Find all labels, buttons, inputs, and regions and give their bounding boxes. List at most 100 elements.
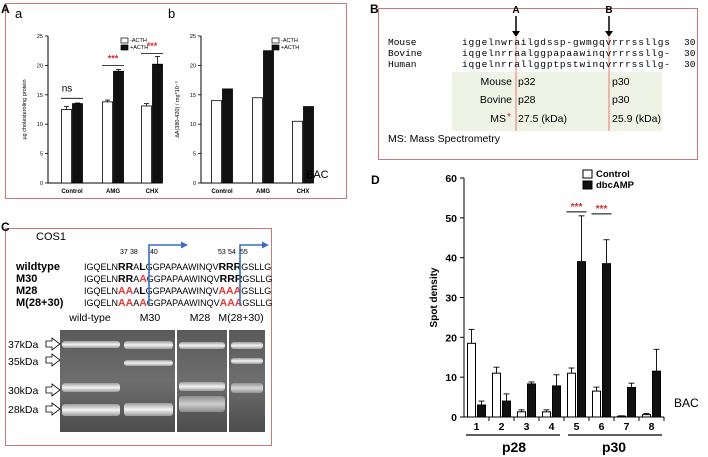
species-mouse: Mouse	[388, 37, 417, 48]
count-mouse: 30	[684, 37, 696, 48]
annotation-sig-amg: ***	[108, 53, 119, 63]
panel-a-chart1-category-label: CHX	[146, 189, 159, 195]
panel-a-chart2-legend-label: -ACTH	[281, 38, 298, 44]
panel-a-chart1-ytick-label: 20	[37, 63, 43, 69]
marker-35kda: 35kDa	[8, 356, 39, 368]
panel-d-ytick-label: 20	[445, 332, 457, 344]
seq-pre: IGQELN	[84, 274, 118, 284]
table-ms-left: 27.5 (kDa)	[518, 113, 567, 125]
pos-54: 54	[228, 249, 236, 256]
marker-28kda: 28kDa	[8, 404, 39, 416]
panel-b-letter: B	[370, 2, 379, 16]
table-ms-star: *	[507, 112, 511, 123]
panel-a-chart2-bar-plus-acth	[303, 106, 314, 184]
seq-pre: IGQELN	[84, 286, 118, 296]
panel-d-category-label: 7	[624, 421, 630, 433]
sequence-rows: wildtype IGQELNRRALGGPAPAAWINQVRRRGSLLGM3…	[15, 261, 272, 309]
panel-d-bar-control	[542, 411, 551, 418]
panel-a-chart1-sublabel: a	[15, 6, 23, 21]
panel-d-bar-dbcamp	[502, 400, 511, 418]
pos-55: 55	[240, 249, 248, 256]
mutant-sequence: IGQELNRRAAGGPAPAAWINQVRRRGSLLG	[84, 273, 272, 285]
panel-a-chart2-bar-plus-acth	[222, 88, 233, 184]
panel-a-chart2-bar-minus-acth	[211, 100, 222, 184]
panel-a-letter: A	[1, 2, 10, 16]
panel-a-chart1-ytick-label: 15	[37, 93, 43, 99]
panel-b-frame	[378, 8, 698, 160]
seq-m1: RR	[118, 273, 134, 285]
cell-line-label: COS1	[36, 231, 66, 243]
panel-a-chart2-ytick-label: 20	[190, 63, 196, 69]
band-m2830-30	[231, 383, 263, 393]
seq-tail: GSLLG	[242, 298, 272, 308]
panel-d-category-label: 6	[599, 421, 605, 433]
panel-d-category-label: 3	[524, 421, 530, 433]
band-m28-28	[179, 396, 225, 412]
seq-m2: RR	[220, 273, 236, 285]
seq-k55: A	[235, 297, 243, 309]
table-bovine-left: p28	[518, 94, 536, 106]
seq-m2: AA	[218, 285, 234, 297]
panel-d-ytick-label: 50	[445, 213, 457, 225]
panel-a-chart1-ytick-label: 25	[37, 34, 43, 40]
panel-a-chart2-ytick-label: 0	[193, 181, 196, 187]
panel-a-chart1-bar-minus-acth	[141, 105, 152, 184]
panel-a-chart2-bar-minus-acth	[292, 120, 303, 184]
seq-mid1: A	[133, 286, 139, 296]
seq-m1: AA	[118, 297, 134, 309]
panel-a-charts: a 0 5 10 15 20 25 µg cholesteroling protein Cont…	[15, 6, 329, 195]
table-mouse-right: p30	[612, 76, 630, 88]
panel-d-bar-dbcamp	[652, 370, 661, 418]
panel-a-chart2-category-label: CHX	[297, 189, 310, 195]
panel-a-chart1-bar-plus-acth	[113, 70, 124, 184]
mutant-sequence: IGQELNAAAAGGPAPAAWINQVAAAGSLLG	[84, 297, 272, 309]
band-m2830-37	[231, 342, 263, 349]
seq-m1: AA	[118, 285, 134, 297]
panel-d-legend-label: dbcAMP	[596, 180, 635, 191]
band-m30-35	[124, 360, 173, 366]
lane-m30: M30	[140, 312, 161, 324]
panel-a-chart2-category-label: Control	[211, 189, 233, 195]
panel-a-chart1-category-label: Control	[61, 189, 83, 195]
table-label-ms: MS	[490, 113, 506, 125]
panel-a-bac-label: BAC	[306, 169, 329, 181]
panel-a-chart2-legend-label: +ACTH	[281, 45, 299, 51]
seq-k40: A	[139, 273, 147, 285]
panel-a-chart1-ytick-label: 5	[40, 152, 43, 158]
marker-28-arrow-icon	[45, 402, 61, 416]
panel-a-chart1-legend-label: +ACTH	[130, 45, 148, 51]
mutant-name: M30	[16, 273, 37, 285]
panel-d-legend-swatch	[582, 169, 593, 179]
panel-d-group-p30: p30	[602, 439, 626, 455]
panel-a-chart2-bar-plus-acth	[263, 50, 274, 184]
seq-bovine: iqgelnrraalggpapaawinqvrrrssllg-	[462, 48, 670, 59]
western-blot	[60, 330, 265, 432]
seq-mid1: A	[133, 274, 139, 284]
panel-a-chart1-legend-label: -ACTH	[130, 38, 147, 44]
marker-30-arrow-icon	[45, 383, 61, 397]
panel-d-bar-control	[642, 414, 651, 418]
seq-k40: A	[139, 297, 147, 309]
seq-mid1: A	[133, 298, 139, 308]
seq-human: iqgelnrrallggptpstwinqvrrrssllg-	[462, 59, 670, 70]
band-m30-37	[124, 341, 173, 349]
table-bovine-right: p30	[612, 94, 630, 106]
seq-tail: GSLLG	[241, 286, 271, 296]
seq-m2: AA	[220, 297, 236, 309]
species-human: Human	[388, 59, 417, 70]
cleavage-bracket-1	[148, 244, 183, 306]
panel-a-chart1-bar-plus-acth	[72, 103, 83, 184]
panel-d-ytick-label: 0	[451, 412, 457, 424]
mutant-sequence: IGQELNRRALGGPAPAAWINQVRRRGSLLG	[84, 261, 271, 273]
panel-d-legend-swatch	[582, 180, 593, 190]
seq-k40: L	[139, 285, 146, 297]
marker-37-arrow-icon	[45, 337, 61, 351]
marker-30kda: 30kDa	[8, 385, 39, 397]
pos-40: 40	[150, 249, 158, 256]
annotation-ns: ns	[62, 83, 73, 94]
panel-d-bar-dbcamp	[477, 404, 486, 418]
seq-mouse: iggelnwrailgdssp-gwmgqvrrrssllgs	[462, 37, 670, 48]
panel-d-bar-control	[467, 342, 476, 418]
arrow-b-label: B	[605, 5, 612, 16]
seq-m2: RR	[218, 261, 234, 273]
